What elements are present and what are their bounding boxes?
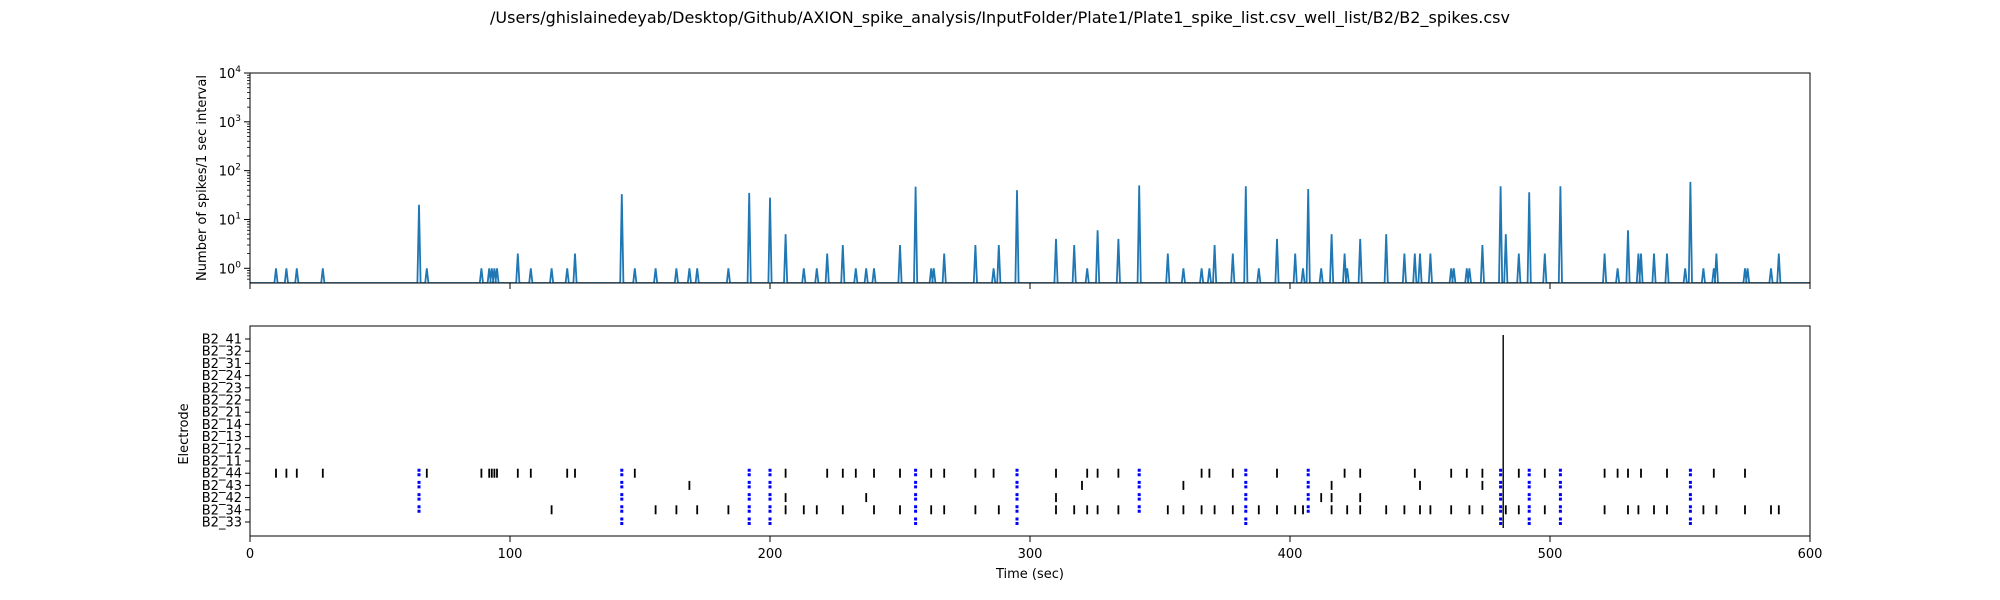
x-tick-label: 0 xyxy=(246,547,254,562)
x-tick-label: 500 xyxy=(1538,547,1563,562)
raster-plot-area: B2_33B2_34B2_42B2_43B2_44B2_11B2_12B2_13… xyxy=(177,325,1823,582)
raster-axes-frame xyxy=(249,325,1811,537)
electrode-label: B2_32 xyxy=(202,345,242,360)
x-tick-label: 600 xyxy=(1798,547,1823,562)
electrode-label: B2_12 xyxy=(202,442,242,457)
x-tick-label: 100 xyxy=(498,547,523,562)
spike-count-series-line xyxy=(250,181,1810,283)
raster-y-axis-label: Electrode xyxy=(177,403,192,464)
electrode-label: B2_13 xyxy=(202,430,242,445)
electrode-label: B2_42 xyxy=(202,491,242,506)
x-tick-label: 300 xyxy=(1018,547,1043,562)
x-tick-label: 400 xyxy=(1278,547,1303,562)
x-tick-label: 200 xyxy=(758,547,783,562)
electrode-label: B2_22 xyxy=(202,394,242,409)
figure-title: /Users/ghislainedeyab/Desktop/Github/AXI… xyxy=(490,8,1510,27)
electrode-label: B2_34 xyxy=(202,503,242,518)
electrode-label: B2_11 xyxy=(202,455,242,470)
electrode-label: B2_33 xyxy=(202,516,242,531)
electrode-label: B2_24 xyxy=(202,369,242,384)
electrode-label: B2_44 xyxy=(202,467,242,482)
electrode-label: B2_41 xyxy=(202,333,242,348)
electrode-label: B2_14 xyxy=(202,418,242,433)
electrode-label: B2_23 xyxy=(202,381,242,396)
electrode-label: B2_31 xyxy=(202,357,242,372)
raster-x-axis-label: Time (sec) xyxy=(995,567,1064,582)
electrode-label: B2_21 xyxy=(202,406,242,421)
electrode-label: B2_43 xyxy=(202,479,242,494)
spike-count-y-axis-label: Number of spikes/1 sec interval xyxy=(195,75,210,281)
